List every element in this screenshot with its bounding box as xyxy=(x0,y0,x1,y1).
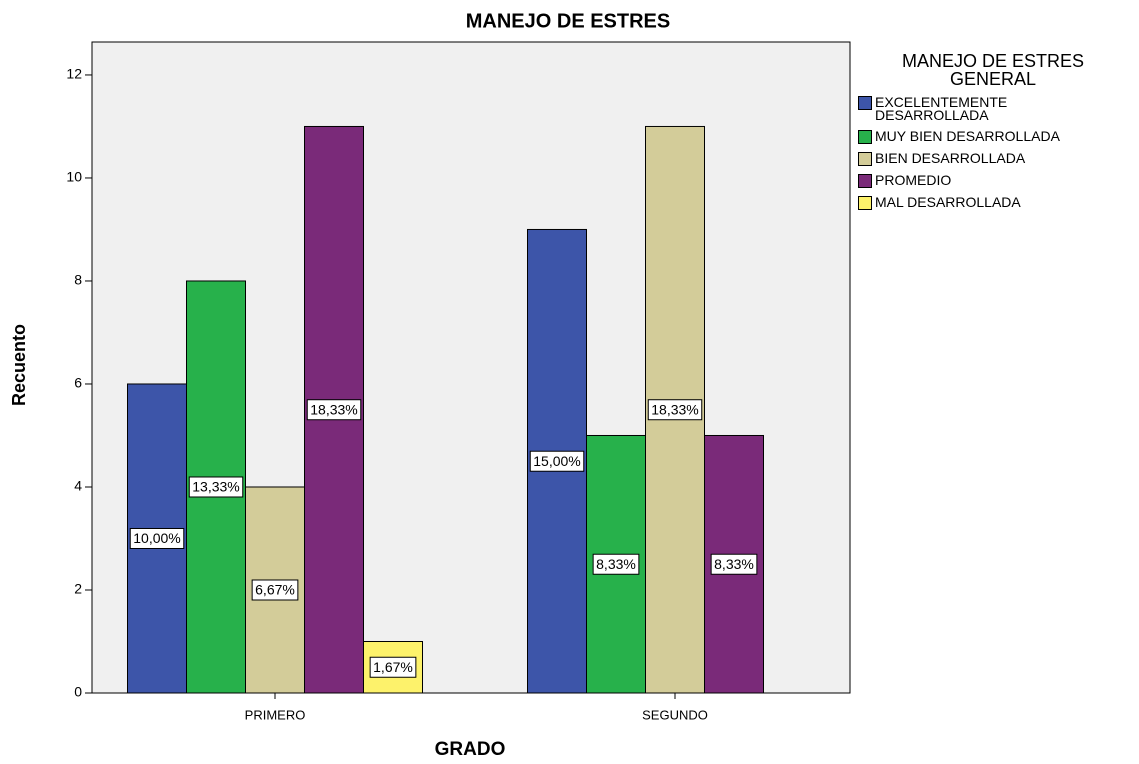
data-label: 18,33% xyxy=(310,401,357,417)
legend-label: MUY BIEN DESARROLLADA xyxy=(875,128,1060,144)
data-label: 18,33% xyxy=(651,401,698,417)
data-label-box xyxy=(369,656,417,678)
x-tick-label: PRIMERO xyxy=(245,707,306,722)
y-tick-label: 0 xyxy=(74,684,82,700)
x-axis-label: GRADO xyxy=(435,739,506,760)
legend-swatch xyxy=(858,174,872,188)
data-label-box xyxy=(647,399,703,421)
y-tick-label: 10 xyxy=(66,169,82,185)
data-label: 13,33% xyxy=(192,479,239,495)
data-label-box xyxy=(129,527,185,549)
data-label: 8,33% xyxy=(596,556,636,572)
legend-item: MUY BIEN DESARROLLADA xyxy=(858,128,1133,144)
data-label-box xyxy=(306,399,362,421)
data-label: 8,33% xyxy=(714,556,754,572)
legend-swatch xyxy=(858,130,872,144)
data-label: 6,67% xyxy=(255,582,295,598)
legend-item: MAL DESARROLLADA xyxy=(858,194,1133,210)
data-label: 15,00% xyxy=(533,453,580,469)
y-tick-label: 2 xyxy=(74,581,82,597)
data-label-box xyxy=(188,476,244,498)
y-tick-label: 4 xyxy=(74,478,82,494)
y-tick-label: 8 xyxy=(74,272,82,288)
legend: MANEJO DE ESTRES GENERAL EXCELENTEMENTE … xyxy=(858,52,1133,218)
data-label: 10,00% xyxy=(133,530,180,546)
chart-title: MANEJO DE ESTRES xyxy=(466,10,670,32)
data-label-box xyxy=(529,450,585,472)
legend-label: EXCELENTEMENTE DESARROLLADA xyxy=(875,94,1008,123)
x-tick-label: SEGUNDO xyxy=(642,707,708,722)
y-axis-label: Recuento xyxy=(9,324,29,406)
y-tick-label: 12 xyxy=(66,66,82,82)
legend-title: MANEJO DE ESTRES GENERAL xyxy=(901,51,1085,89)
legend-item: EXCELENTEMENTE DESARROLLADA xyxy=(858,94,1133,123)
legend-item: PROMEDIO xyxy=(858,172,1133,188)
y-tick-label: 6 xyxy=(74,375,82,391)
legend-swatch xyxy=(858,96,872,110)
legend-label: PROMEDIO xyxy=(875,172,952,188)
data-label-box xyxy=(710,553,758,575)
data-label: 1,67% xyxy=(373,659,413,675)
legend-swatch xyxy=(858,152,872,166)
data-label-box xyxy=(251,579,299,601)
legend-label: BIEN DESARROLLADA xyxy=(875,150,1026,166)
legend-swatch xyxy=(858,196,872,210)
legend-item: BIEN DESARROLLADA xyxy=(858,150,1133,166)
legend-label: MAL DESARROLLADA xyxy=(875,194,1021,210)
data-label-box xyxy=(592,553,640,575)
